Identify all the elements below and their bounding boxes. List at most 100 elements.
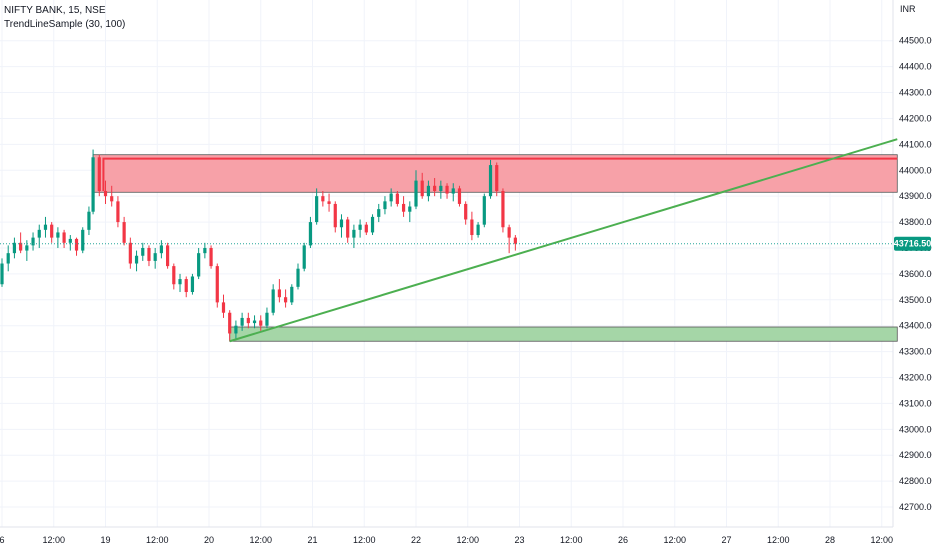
trend-layer (0, 138, 898, 343)
candle-body (234, 325, 238, 334)
y-tick-label: 43300.00 (899, 347, 932, 357)
last-price-tag (894, 236, 931, 251)
support-zone (229, 326, 898, 342)
candle-body (62, 232, 66, 243)
y-tick-label: 42700.00 (899, 502, 932, 512)
x-tick-label: 12:00 (146, 535, 169, 545)
x-tick-label: 12:00 (560, 535, 583, 545)
candle-body (147, 247, 151, 261)
candle-body (6, 253, 10, 264)
y-tick-label: 44100.00 (899, 139, 932, 149)
candle-body (476, 224, 480, 236)
candle-body (134, 255, 139, 264)
candle-body (414, 180, 418, 207)
x-tick-label: 20 (204, 535, 214, 545)
candles-layer (0, 149, 517, 342)
indicator-title: TrendLineSample (30, 100) (4, 19, 126, 30)
candle-body (358, 224, 362, 230)
candle-body (401, 203, 406, 212)
candle-body (457, 188, 462, 204)
axis-layer: INR 44500.00 44400.00 44300.00 44200.00 4410… (0, 4, 932, 545)
y-tick-label: 43500.00 (899, 295, 932, 305)
x-tick-label: 21 (307, 535, 317, 545)
candle-body (141, 247, 145, 256)
candle-body (283, 297, 288, 303)
candle-body (321, 196, 325, 202)
x-tick-label: 12:00 (42, 535, 65, 545)
candle-body (315, 196, 319, 223)
candle-body (302, 245, 306, 269)
candle-body (470, 219, 474, 236)
candle-body (166, 245, 170, 267)
x-tick-label: 12:00 (663, 535, 686, 545)
candle-body (74, 238, 79, 251)
y-tick-label: 42900.00 (899, 450, 932, 460)
trend-line (229, 138, 898, 343)
candle-body (333, 203, 337, 228)
candle-body (420, 180, 424, 197)
x-tick-label: 19 (100, 535, 110, 545)
candle-body (37, 229, 41, 238)
candle-body (513, 237, 517, 244)
y-tick-label: 43100.00 (899, 398, 932, 408)
y-tick-label: 44500.00 (899, 36, 932, 46)
candle-body (172, 266, 176, 285)
y-tick-label: 44300.00 (899, 88, 932, 98)
candle-body (103, 190, 108, 197)
x-tick-label: 23 (514, 535, 524, 545)
candle-body (116, 201, 120, 223)
candle-body (178, 279, 182, 285)
x-tick-label: 27 (721, 535, 731, 545)
y-tick-label: 44000.00 (899, 165, 932, 175)
candle-body (346, 219, 350, 238)
y-tick-label: 43600.00 (899, 269, 932, 279)
candle-body (364, 224, 368, 233)
candle-body (184, 279, 188, 293)
candle-body (56, 232, 60, 238)
y-tick-label: 43400.00 (899, 321, 932, 331)
candle-body (408, 206, 412, 212)
x-tick-label: 6 (0, 535, 5, 545)
candle-body (87, 211, 91, 230)
y-tick-label: 42800.00 (899, 476, 932, 486)
candle-body (433, 185, 437, 191)
candle-body (31, 237, 35, 246)
resistance-inner-line (102, 157, 898, 191)
candle-body (68, 238, 72, 243)
candle-body (488, 165, 493, 197)
candle-body (395, 193, 399, 204)
candle-body (482, 196, 486, 225)
candle-body (81, 229, 85, 251)
candle-body (277, 289, 281, 298)
candle-body (240, 317, 244, 326)
candle-body (339, 219, 344, 228)
candle-body (464, 203, 468, 220)
candle-body (43, 224, 48, 230)
candle-body (265, 312, 269, 326)
candle-body (352, 229, 356, 238)
x-tick-label: 12:00 (249, 535, 272, 545)
candle-body (228, 312, 232, 334)
candle-body (12, 242, 17, 254)
candle-body (370, 216, 375, 233)
y-tick-label: 43900.00 (899, 191, 932, 201)
candle-body (91, 157, 95, 212)
candle-body (426, 185, 431, 197)
candle-body (0, 263, 4, 285)
candle-body (153, 253, 157, 261)
candle-body (377, 209, 381, 217)
candle-body (507, 227, 511, 238)
candle-body (451, 188, 455, 194)
candle-body (203, 247, 207, 254)
candle-body (501, 190, 505, 228)
candle-body (97, 157, 101, 191)
grid-layer (0, 0, 894, 528)
candle-body (383, 201, 387, 210)
candle-body (259, 320, 263, 326)
candle-body (290, 286, 294, 303)
x-tick-label: 12:00 (870, 535, 893, 545)
x-tick-label: 28 (825, 535, 835, 545)
candle-body (159, 245, 163, 254)
